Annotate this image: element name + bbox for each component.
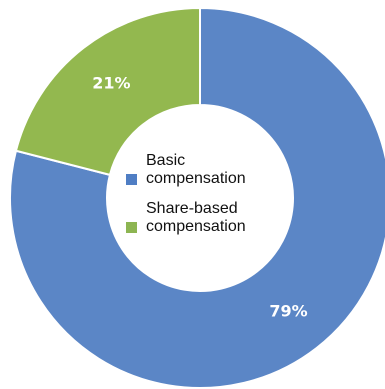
slice-basic-compensation: [9, 6, 385, 389]
legend-item-basic-compensation: Basic compensation: [126, 152, 276, 188]
slice-share-based-compensation: [14, 6, 201, 177]
legend-label-basic: Basic compensation: [146, 152, 246, 187]
legend-label-share-based: Share-based compensation: [146, 200, 246, 235]
legend-swatch-share-based: [126, 222, 137, 233]
legend-item-share-based-compensation: Share-based compensation: [126, 200, 276, 236]
data-label-share-based-compensation: 21%: [92, 73, 130, 92]
data-label-basic-compensation: 79%: [269, 302, 307, 321]
legend: Basic compensation Share-based compensat…: [126, 152, 276, 236]
legend-swatch-basic: [126, 174, 137, 185]
